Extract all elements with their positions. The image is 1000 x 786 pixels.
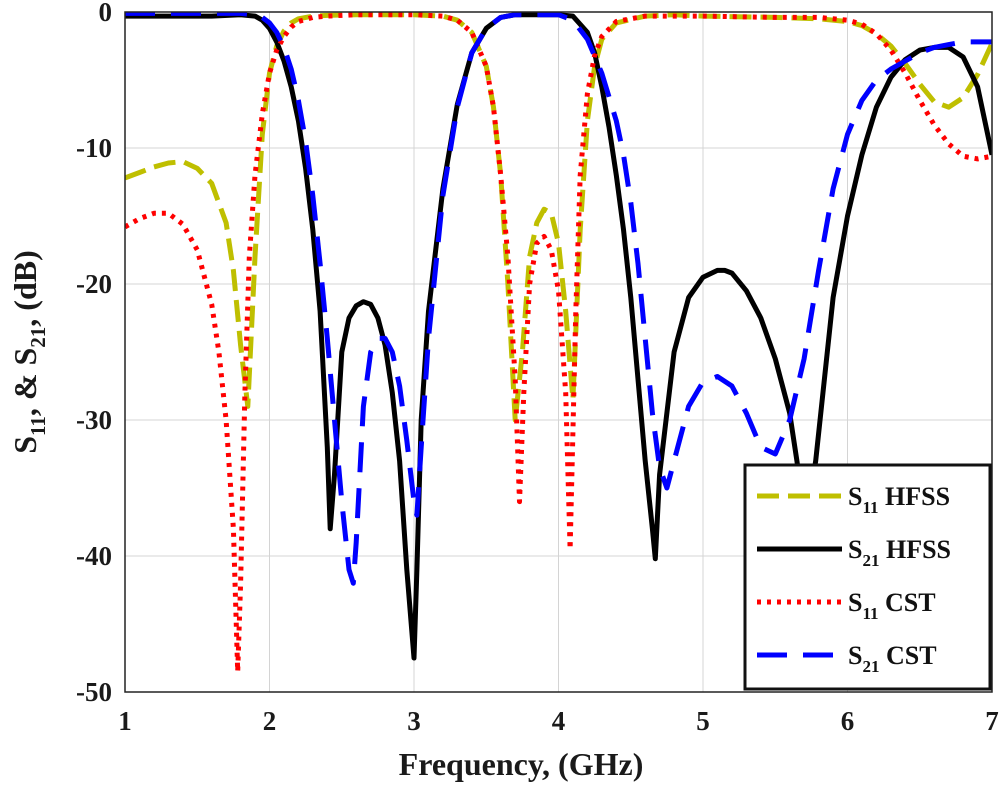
y-title-part-3: , (dB) [7, 250, 43, 326]
x-tick-label: 2 [263, 706, 277, 736]
s21-hfss-legend-label: S21 HFSS [848, 535, 951, 570]
x-tick-label: 6 [841, 706, 855, 736]
s21-cst-legend-label: S21 CST [848, 641, 937, 676]
s11-hfss-legend-label: S11 HFSS [848, 482, 950, 517]
tick-labels: 1 2 3 4 5 6 7 0 -10 -20 -30 -40 -50 [76, 0, 999, 736]
legend: S11 HFSS S21 HFSS S11 CST S21 CST [743, 463, 992, 691]
y-title-part-1: S [7, 436, 43, 454]
legend-items: S11 HFSS S21 HFSS S11 CST S21 CST [757, 482, 951, 676]
y-title-part-2: , & S [7, 348, 43, 416]
x-tick-label: 5 [696, 706, 710, 736]
x-tick-label: 4 [552, 706, 566, 736]
y-tick-label: -10 [76, 133, 112, 163]
legend-box [743, 463, 992, 691]
x-tick-label: 3 [407, 706, 421, 736]
grid [125, 12, 992, 692]
s11-cst-legend-label: S11 CST [848, 588, 936, 623]
plot-frame [124, 11, 993, 693]
x-tick-label: 7 [985, 706, 999, 736]
x-axis-title: Frequency, (GHz) [399, 746, 644, 782]
y-title-sub-1: 11 [26, 416, 50, 436]
y-title-sub-2: 21 [26, 327, 50, 348]
y-tick-label: 0 [99, 0, 113, 27]
x-tick-label: 1 [118, 706, 132, 736]
y-tick-label: -50 [76, 677, 112, 707]
y-axis-title: S11, & S21, (dB) [7, 250, 50, 454]
s21-cst-line [125, 12, 992, 586]
y-tick-label: -20 [76, 269, 112, 299]
y-tick-label: -40 [76, 541, 112, 571]
y-tick-label: -30 [76, 405, 112, 435]
